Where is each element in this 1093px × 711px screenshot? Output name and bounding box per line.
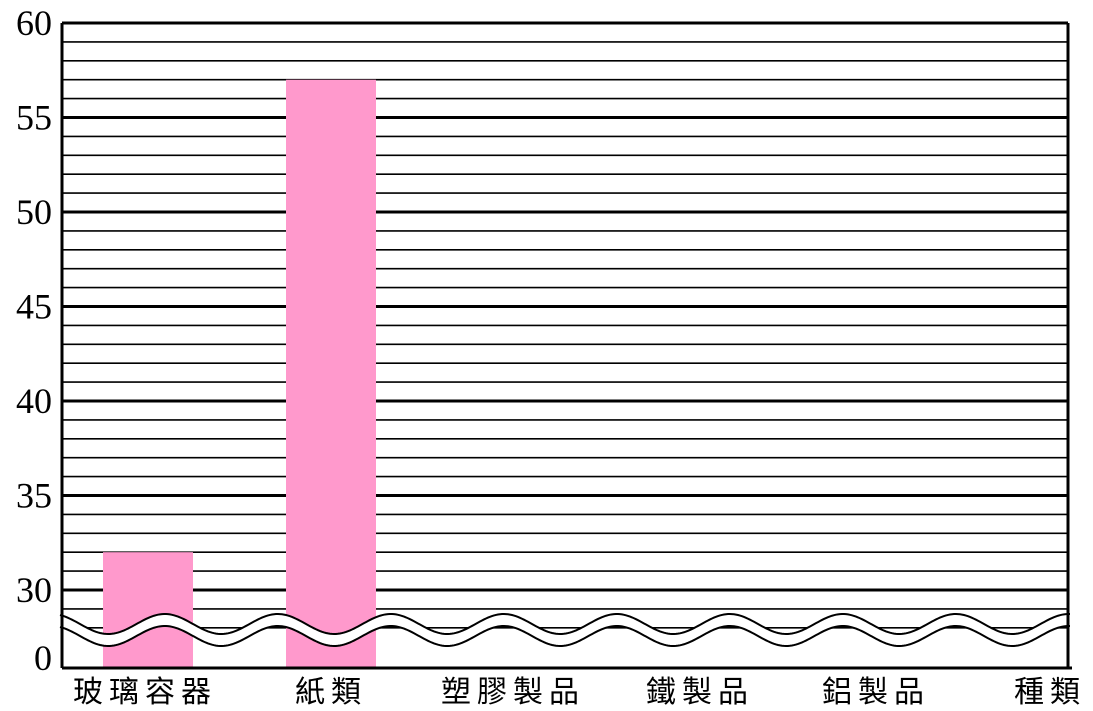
- axis-break-band: [60, 614, 1070, 646]
- axis-break-line-top: [59, 613, 1071, 635]
- x-axis-label: 種類: [1014, 675, 1086, 710]
- y-tick-label: 0: [34, 638, 52, 678]
- grid-lines: [62, 21, 1068, 629]
- y-tick-labels: 0 30 35 40 45 50 55 60: [16, 3, 52, 678]
- x-category-label: 塑膠製品: [441, 675, 585, 710]
- y-tick-label: 60: [16, 3, 52, 43]
- axis-break-line-bottom: [59, 625, 1071, 647]
- y-tick-label: 30: [16, 570, 52, 610]
- y-tick-label: 50: [16, 192, 52, 232]
- bar-2: [286, 79, 376, 668]
- y-tick-label: 35: [16, 476, 52, 516]
- x-category-labels: 玻璃容器 紙類 塑膠製品 鐵製品 鋁製品 種類: [73, 675, 1086, 710]
- bar-1: [103, 552, 193, 668]
- x-category-label: 鐵製品: [646, 675, 754, 710]
- y-tick-label: 55: [16, 98, 52, 138]
- axes: [60, 21, 1072, 670]
- bars: [103, 79, 376, 668]
- axis-break-symbol: [59, 613, 1071, 647]
- x-category-label: 鋁製品: [822, 675, 930, 710]
- y-tick-label: 40: [16, 381, 52, 421]
- x-category-label: 玻璃容器: [73, 675, 217, 710]
- x-category-label: 紙類: [295, 675, 367, 710]
- y-tick-label: 45: [16, 287, 52, 327]
